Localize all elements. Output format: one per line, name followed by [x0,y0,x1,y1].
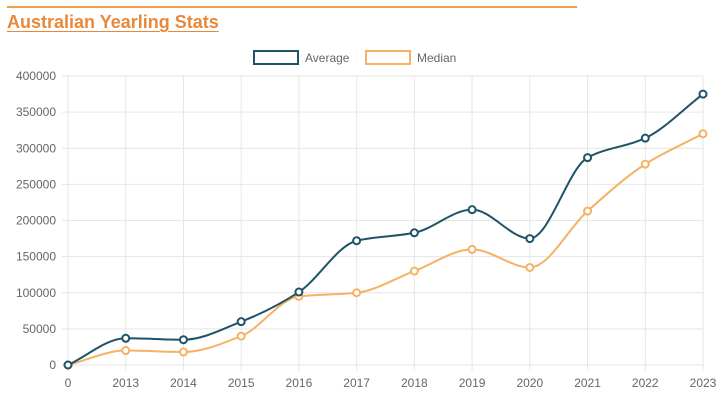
y-tick-label: 100000 [16,286,56,300]
title-divider [7,6,577,8]
data-point-median[interactable] [121,346,131,356]
data-point-median[interactable] [178,347,188,357]
data-point-average[interactable] [409,228,419,238]
data-point-average[interactable] [352,236,362,246]
data-point-median[interactable] [352,288,362,298]
legend-swatch [365,50,411,65]
x-tick-label: 2021 [574,376,601,390]
data-point-average[interactable] [178,335,188,345]
series-line-median [67,132,704,366]
data-point-median[interactable] [467,244,477,254]
data-point-average[interactable] [640,133,650,143]
data-point-median[interactable] [236,331,246,341]
data-point-median[interactable] [698,129,708,139]
legend-item-average[interactable]: Average [253,50,350,65]
x-tick-label: 2023 [690,376,717,390]
x-tick-label: 2018 [401,376,428,390]
x-tick-label: 2016 [286,376,313,390]
x-tick-label: 2014 [170,376,197,390]
y-tick-label: 50000 [23,322,57,336]
data-point-average[interactable] [121,333,131,343]
data-point-median[interactable] [409,266,419,276]
y-tick-label: 200000 [16,214,56,228]
data-point-average[interactable] [525,234,535,244]
y-tick-label: 250000 [16,177,56,191]
data-point-average[interactable] [698,89,708,99]
data-point-median[interactable] [525,262,535,272]
chart-series [63,89,708,370]
y-tick-label: 150000 [16,250,56,264]
chart-axes: 0 50000 100000 150000 200000 250000 300000 3500… [16,69,717,390]
data-point-median[interactable] [640,159,650,169]
data-point-average[interactable] [467,205,477,215]
chart-legend[interactable]: Average Median [253,50,456,65]
legend-label: Average [305,51,350,65]
chart-grid [62,75,704,371]
x-tick-label: 2020 [516,376,543,390]
page-title[interactable]: Australian Yearling Stats [7,12,219,32]
data-point-average[interactable] [236,317,246,327]
legend-label: Median [417,51,456,65]
legend-item-median[interactable]: Median [365,50,456,65]
series-line-average [67,93,704,366]
x-tick-label: 2013 [112,376,139,390]
y-tick-label: 400000 [16,69,56,83]
x-tick-label: 2019 [459,376,486,390]
data-point-average[interactable] [63,360,73,370]
x-tick-label: 2022 [632,376,659,390]
legend-swatch [253,50,299,65]
y-tick-label: 0 [49,358,56,372]
data-point-average[interactable] [294,287,304,297]
x-tick-label: 2015 [228,376,255,390]
y-tick-label: 300000 [16,141,56,155]
data-point-average[interactable] [583,153,593,163]
y-tick-label: 350000 [16,105,56,119]
x-tick-label: 0 [65,376,72,390]
data-point-median[interactable] [583,206,593,216]
x-tick-label: 2017 [343,376,370,390]
